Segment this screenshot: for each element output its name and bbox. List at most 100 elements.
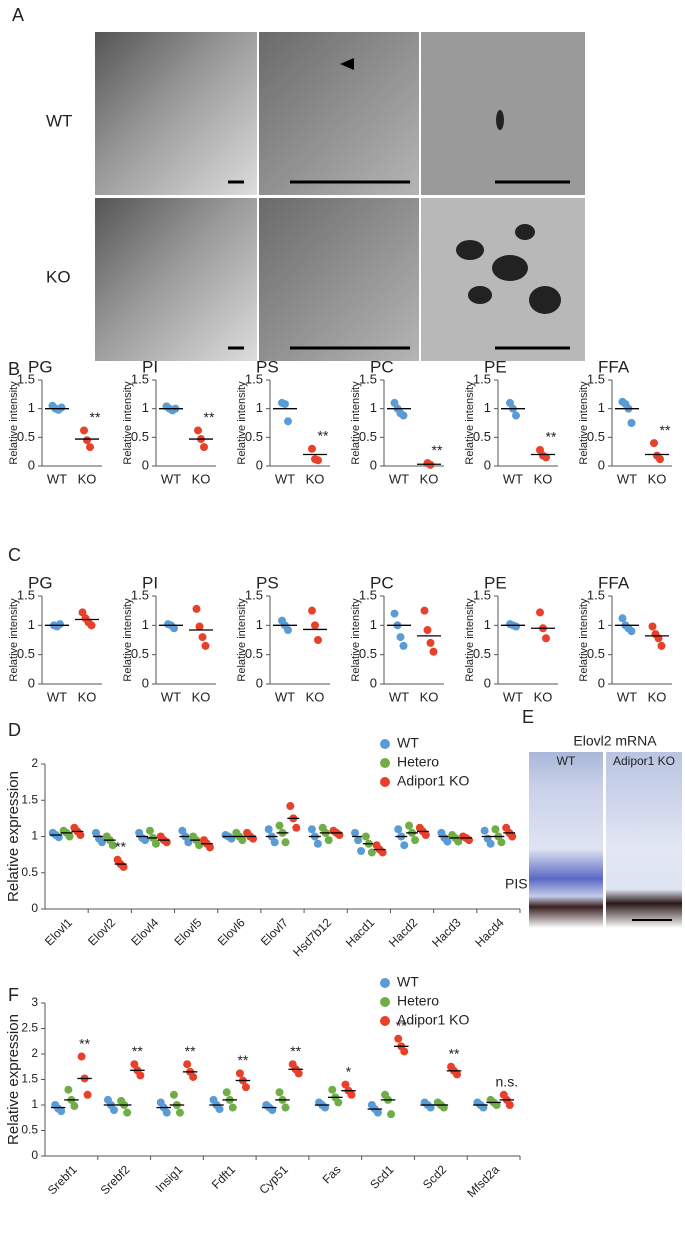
y-tick-label: 1: [598, 400, 605, 415]
data-point: [238, 836, 247, 845]
significance: **: [132, 1043, 143, 1059]
x-tick-label: WT: [275, 689, 295, 704]
chart-title: PG: [28, 573, 53, 592]
y-tick-label: 2: [31, 1046, 38, 1060]
y-tick-label: 0: [484, 675, 491, 690]
data-point: [56, 620, 64, 629]
row-label: WT: [46, 111, 72, 130]
data-point: [83, 1090, 92, 1099]
data-point: [195, 622, 204, 631]
layer-label: PIS: [505, 876, 528, 892]
x-tick-label: Hacd2: [386, 915, 421, 950]
y-axis-label: Relative intensity: [236, 381, 248, 465]
y-tick-label: 1.5: [473, 587, 491, 602]
x-tick-label: Mfsd2a: [464, 1162, 502, 1200]
significance: **: [79, 1035, 90, 1051]
chart-title: PE: [484, 357, 507, 376]
y-tick-label: 0.5: [473, 429, 491, 444]
significance: *: [346, 1063, 352, 1079]
ish-image: [606, 752, 682, 928]
significance: **: [290, 1043, 301, 1059]
data-point: [57, 403, 66, 412]
data-point: [387, 1110, 396, 1119]
y-tick-label: 0.5: [473, 646, 491, 661]
y-axis-label: Relative intensity: [464, 381, 476, 465]
legend-label: WT: [397, 735, 419, 751]
data-point: [284, 417, 292, 426]
significance: **: [90, 409, 101, 425]
data-point: [205, 843, 214, 852]
y-tick-label: 1.5: [359, 371, 377, 386]
y-tick-label: 2: [31, 756, 38, 770]
y-tick-label: 1.5: [245, 587, 263, 602]
data-point: [281, 1103, 290, 1112]
y-axis-label: Relative intensity: [464, 598, 476, 682]
data-point: [281, 838, 290, 847]
y-tick-label: 0.5: [17, 646, 35, 661]
data-point: [394, 1034, 403, 1043]
data-point: [192, 604, 201, 613]
y-tick-label: 0: [598, 457, 605, 472]
data-point: [505, 1101, 514, 1109]
data-point: [307, 825, 316, 834]
data-point: [215, 1105, 224, 1114]
x-tick-label: WT: [617, 689, 637, 704]
x-tick-label: WT: [389, 471, 409, 486]
data-point: [512, 411, 520, 420]
panel-label: F: [8, 985, 19, 1005]
x-tick-label: WT: [47, 471, 67, 486]
x-tick-label: Insig1: [153, 1162, 186, 1195]
y-tick-label: 0: [31, 901, 38, 915]
data-point: [351, 828, 360, 837]
data-point: [361, 832, 370, 841]
legend-label: WT: [397, 974, 419, 990]
y-axis-label: Relative intensity: [8, 381, 20, 465]
data-point: [420, 606, 429, 615]
data-point: [162, 1108, 171, 1117]
y-tick-label: 1: [256, 400, 263, 415]
x-tick-label: WT: [503, 471, 523, 486]
x-tick-label: KO: [534, 471, 553, 486]
y-tick-label: 0: [598, 675, 605, 690]
y-axis-label: Relative intensity: [578, 381, 590, 465]
data-point: [308, 606, 316, 615]
chart-title: FFA: [598, 573, 630, 592]
data-point: [405, 821, 414, 830]
y-tick-label: 0.5: [587, 429, 605, 444]
y-axis-label: Relative intensity: [578, 598, 590, 682]
y-tick-label: 0.5: [21, 1123, 38, 1137]
data-point: [194, 426, 202, 435]
significance: **: [115, 838, 126, 854]
significance: **: [237, 1052, 248, 1068]
x-tick-label: Scd1: [367, 1162, 396, 1191]
x-tick-label: Fas: [320, 1162, 344, 1186]
x-tick-label: Cyp51: [256, 1162, 291, 1197]
y-tick-label: 1: [370, 400, 377, 415]
x-tick-label: WT: [389, 689, 409, 704]
x-tick-label: WT: [47, 689, 67, 704]
y-axis-label: Relative intensity: [122, 598, 134, 682]
chart-title: PS: [256, 357, 279, 376]
x-tick-label: KO: [420, 689, 439, 704]
data-point: [648, 622, 657, 631]
data-point: [308, 444, 316, 453]
data-point: [390, 609, 399, 618]
legend-label: Adipor1 KO: [397, 1012, 469, 1028]
panel-title: Elovl2 mRNA: [573, 733, 657, 749]
y-tick-label: 1: [142, 400, 149, 415]
y-tick-label: 0.5: [17, 429, 35, 444]
data-point: [497, 838, 506, 847]
data-point: [183, 1060, 192, 1069]
data-point: [136, 1071, 145, 1080]
x-tick-label: WT: [161, 689, 181, 704]
y-tick-label: 1: [370, 617, 377, 632]
x-tick-label: KO: [648, 471, 667, 486]
data-point: [400, 1047, 409, 1056]
y-tick-label: 0.5: [359, 429, 377, 444]
data-point: [123, 1108, 132, 1117]
y-tick-label: 1.5: [587, 587, 605, 602]
y-tick-label: 1.5: [359, 587, 377, 602]
data-point: [109, 1106, 118, 1115]
data-point: [357, 847, 366, 855]
data-point: [399, 411, 408, 420]
